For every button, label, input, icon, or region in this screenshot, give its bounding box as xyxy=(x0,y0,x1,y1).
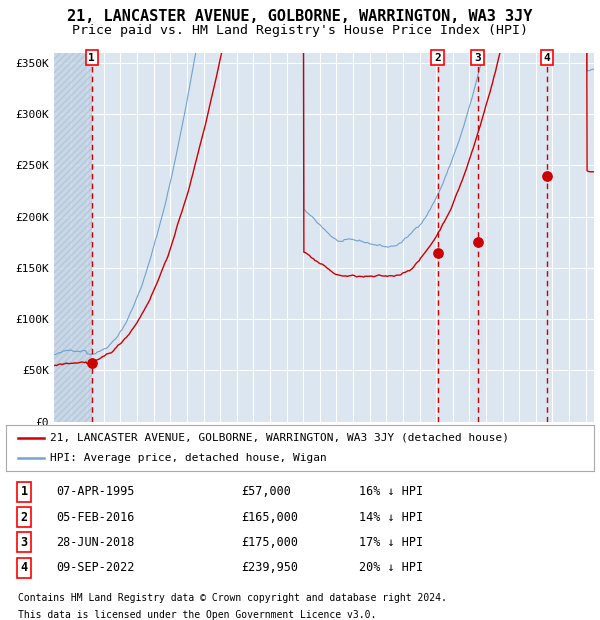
Text: Contains HM Land Registry data © Crown copyright and database right 2024.: Contains HM Land Registry data © Crown c… xyxy=(18,593,446,603)
Text: 17% ↓ HPI: 17% ↓ HPI xyxy=(359,536,423,549)
Text: £239,950: £239,950 xyxy=(241,561,298,574)
Text: £175,000: £175,000 xyxy=(241,536,298,549)
Text: 20% ↓ HPI: 20% ↓ HPI xyxy=(359,561,423,574)
Point xyxy=(433,247,442,257)
Point xyxy=(473,237,482,247)
Text: This data is licensed under the Open Government Licence v3.0.: This data is licensed under the Open Gov… xyxy=(18,610,376,620)
Text: 16% ↓ HPI: 16% ↓ HPI xyxy=(359,485,423,498)
Point xyxy=(542,170,552,180)
Text: 1: 1 xyxy=(21,485,28,498)
Text: 1: 1 xyxy=(88,53,95,63)
Text: 09-SEP-2022: 09-SEP-2022 xyxy=(56,561,134,574)
Text: 28-JUN-2018: 28-JUN-2018 xyxy=(56,536,134,549)
Text: 14% ↓ HPI: 14% ↓ HPI xyxy=(359,511,423,523)
Text: 2: 2 xyxy=(434,53,441,63)
Text: 21, LANCASTER AVENUE, GOLBORNE, WARRINGTON, WA3 3JY: 21, LANCASTER AVENUE, GOLBORNE, WARRINGT… xyxy=(67,9,533,24)
Text: £57,000: £57,000 xyxy=(241,485,291,498)
Text: HPI: Average price, detached house, Wigan: HPI: Average price, detached house, Wiga… xyxy=(50,453,327,463)
Text: 4: 4 xyxy=(544,53,551,63)
Text: £165,000: £165,000 xyxy=(241,511,298,523)
Text: Price paid vs. HM Land Registry's House Price Index (HPI): Price paid vs. HM Land Registry's House … xyxy=(72,24,528,37)
Text: 4: 4 xyxy=(21,561,28,574)
Bar xyxy=(54,53,92,422)
Text: 07-APR-1995: 07-APR-1995 xyxy=(56,485,134,498)
Text: 3: 3 xyxy=(474,53,481,63)
Text: 05-FEB-2016: 05-FEB-2016 xyxy=(56,511,134,523)
Point xyxy=(87,358,97,368)
Text: 3: 3 xyxy=(21,536,28,549)
Text: 21, LANCASTER AVENUE, GOLBORNE, WARRINGTON, WA3 3JY (detached house): 21, LANCASTER AVENUE, GOLBORNE, WARRINGT… xyxy=(50,433,509,443)
Text: 2: 2 xyxy=(21,511,28,523)
